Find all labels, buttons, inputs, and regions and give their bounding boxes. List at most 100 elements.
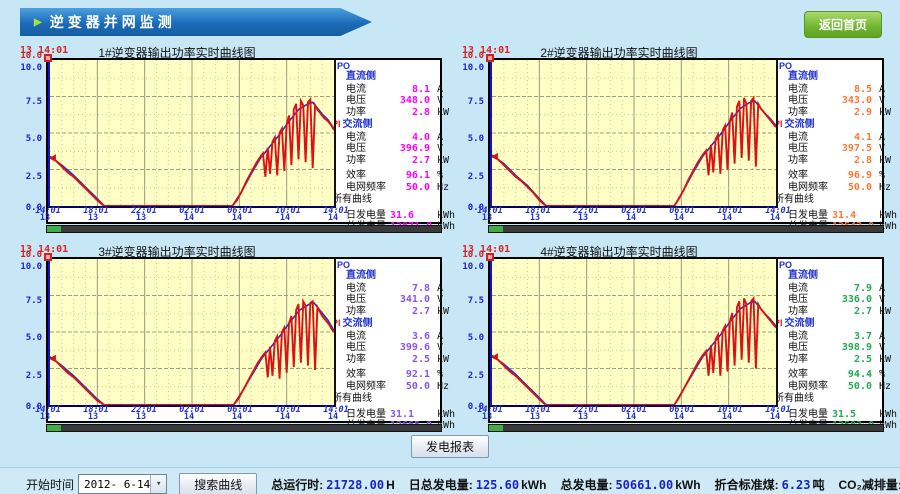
ac-current-value: 4.0 — [411, 131, 430, 143]
x-tick-time: 02:01 — [179, 206, 205, 216]
y-tick-label: 10.0 — [20, 262, 42, 272]
x-tick-time: 10:01 — [717, 405, 743, 415]
dc-current-value: 8.5 — [853, 83, 872, 95]
pi-label: PI — [332, 318, 341, 328]
scrollbar-thumb[interactable] — [489, 425, 503, 431]
ac-voltage-label: 电压 — [346, 342, 366, 353]
efficiency-value: 92.1 — [405, 369, 430, 380]
x-tick-time: 18:01 — [83, 405, 109, 415]
x-tick-time: 14:01 — [477, 405, 503, 415]
inverter-panel: 13 14:01 3#逆变器输出功率实时曲线图 10.0 10.0 7.5 5.… — [16, 243, 455, 432]
grid-freq-label: 电网频率 — [346, 380, 386, 392]
daily-energy-value: 31.4 — [832, 209, 857, 221]
x-tick-time: 14:01 — [35, 405, 61, 415]
scrollbar-thumb[interactable] — [47, 226, 61, 232]
x-tick-day: 13 — [39, 213, 51, 223]
x-tick-day: 14 — [183, 213, 195, 223]
unit-a: A — [879, 330, 886, 342]
scrollbar-thumb[interactable] — [47, 425, 61, 431]
start-date-select[interactable]: 2012- 6-14 ▾ — [78, 474, 168, 494]
efficiency-value: 94.4 — [847, 369, 872, 380]
x-tick-day: 13 — [87, 412, 99, 422]
stat-value: 125.60 — [475, 477, 520, 492]
unit-a: A — [879, 282, 886, 294]
ac-voltage-value: 396.9 — [399, 143, 430, 154]
x-tick-time: 14:01 — [35, 206, 61, 216]
x-tick-time: 10:01 — [275, 206, 301, 216]
x-tick-day: 13 — [577, 213, 589, 223]
x-tick-time: 06:01 — [227, 206, 253, 216]
dc-side-header: 直流侧 — [346, 270, 376, 281]
home-button[interactable]: 返回首页 — [803, 11, 882, 38]
dc-voltage-label: 电压 — [346, 95, 366, 106]
y-tick-label: 5.0 — [467, 333, 484, 343]
all-curves-label[interactable]: 所有曲线 — [772, 393, 816, 405]
x-tick-day: 13 — [481, 412, 493, 422]
y-tick-label: 2.5 — [467, 370, 484, 381]
stats-panel: PO 直流侧 电流 8.5 A 电压 343.0 V 功率 2.9 kW PI 交流侧 电流 4… — [772, 60, 897, 232]
x-tick-day: 13 — [577, 412, 589, 422]
ac-power-value: 2.5 — [411, 353, 430, 365]
x-tick-time: 06:01 — [669, 405, 695, 415]
chart-title-row: 13 14:01 3#逆变器输出功率实时曲线图 — [16, 243, 442, 259]
corner-marker-icon — [44, 54, 52, 62]
report-button[interactable]: 发电报表 — [410, 435, 489, 458]
unit-v: V — [437, 95, 444, 106]
unit-kwh: kWh — [437, 209, 456, 221]
unit-pct: % — [437, 170, 444, 181]
chart-plot[interactable] — [486, 253, 778, 407]
unit-hz: Hz — [437, 380, 450, 392]
chart-plot[interactable] — [44, 54, 336, 208]
chart-plot[interactable] — [486, 54, 778, 208]
unit-kwh: kWh — [879, 221, 898, 232]
y-tick-label: 2.5 — [25, 171, 42, 182]
stat-label: 折合标准煤: — [714, 477, 779, 492]
x-tick-day: 13 — [87, 213, 99, 223]
chart-left-column: 14:01 13 18:01 13 22:01 13 02:01 14 06:01 14 … — [35, 253, 349, 422]
unit-kw: kW — [437, 305, 450, 317]
ac-power-value: 2.5 — [853, 353, 872, 365]
x-tick-day: 14 — [673, 412, 685, 422]
po-label: PO — [779, 61, 793, 71]
unit-kw: kW — [879, 305, 892, 317]
chart-plot[interactable] — [44, 253, 336, 407]
x-tick-time: 10:01 — [275, 405, 301, 415]
y-tick-label: 0.0 — [467, 203, 484, 213]
ac-power-label: 功率 — [346, 154, 366, 166]
ac-voltage-value: 397.5 — [841, 143, 872, 154]
all-curves-label[interactable]: 所有曲线 — [330, 393, 374, 405]
scrollbar-thumb[interactable] — [489, 226, 503, 232]
search-curve-button[interactable]: 搜索曲线 — [179, 472, 258, 494]
dropdown-arrow-icon[interactable]: ▾ — [150, 475, 167, 493]
chart-box: 14:01 13 18:01 13 22:01 13 02:01 14 06:01 14 … — [35, 54, 455, 232]
pi-label: PI — [774, 318, 783, 328]
chart-scrollbar[interactable] — [488, 424, 884, 432]
stat-unit: kWh — [675, 477, 701, 492]
dc-power-label: 功率 — [788, 106, 808, 118]
ac-current-value: 3.7 — [853, 330, 872, 342]
y-tick-label: 10.0 — [462, 63, 484, 73]
unit-kwh: kWh — [437, 420, 456, 431]
stats-panel: PO 直流侧 电流 7.8 A 电压 341.0 V 功率 2.7 kW PI 交流侧 电流 3… — [330, 259, 455, 431]
po-label: PO — [779, 260, 793, 270]
stats-panel: PO 直流侧 电流 8.1 A 电压 348.0 V 功率 2.8 kW PI 交流侧 电流 4… — [330, 60, 455, 232]
all-curves-label[interactable]: 所有曲线 — [330, 194, 374, 206]
daily-energy-value: 31.5 — [832, 408, 857, 420]
chart-datetime: 13 14:01 — [462, 45, 511, 56]
chart-canvas — [492, 259, 776, 405]
inverter-panel: 13 14:01 4#逆变器输出功率实时曲线图 10.0 10.0 7.5 5.… — [458, 243, 897, 432]
x-tick-day: 14 — [769, 213, 781, 223]
po-label: PO — [337, 61, 351, 71]
chart-canvas — [50, 259, 334, 405]
footer-stat: 折合标准煤: 6.23 吨 — [715, 476, 825, 493]
ac-power-label: 功率 — [346, 353, 366, 365]
chart-scrollbar[interactable] — [46, 225, 442, 233]
po-label: PO — [337, 260, 351, 270]
unit-hz: Hz — [879, 181, 892, 193]
all-curves-label[interactable]: 所有曲线 — [772, 194, 816, 206]
x-axis-labels: 14:01 13 18:01 13 22:01 13 02:01 14 06:01 14 … — [35, 206, 349, 223]
unit-pct: % — [437, 369, 444, 380]
chart-scrollbar[interactable] — [46, 424, 442, 432]
dc-current-label: 电流 — [788, 282, 808, 294]
chart-scrollbar[interactable] — [488, 225, 884, 233]
